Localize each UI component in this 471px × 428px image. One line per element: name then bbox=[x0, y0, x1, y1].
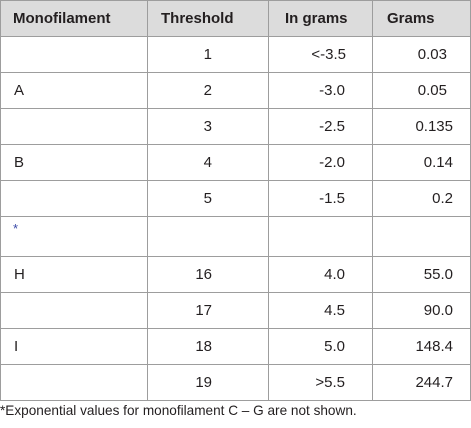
cell-threshold: 5 bbox=[147, 180, 269, 217]
cell-threshold: 19 bbox=[147, 364, 269, 401]
cell-monofilament bbox=[0, 36, 148, 73]
cell-threshold: 3 bbox=[147, 108, 269, 145]
cell-threshold: 1 bbox=[147, 36, 269, 73]
cell-threshold: 17 bbox=[147, 292, 269, 329]
cell-grams: 0.2 bbox=[372, 180, 471, 217]
cell-in-grams: 5.0 bbox=[268, 328, 373, 365]
header-in-grams: In grams bbox=[268, 0, 373, 37]
table-row: * bbox=[0, 216, 471, 257]
cell-grams: 0.135 bbox=[372, 108, 471, 145]
cell-in-grams: >5.5 bbox=[268, 364, 373, 401]
table-row: B 4 -2.0 0.14 bbox=[0, 144, 471, 181]
cell-in-grams: -1.5 bbox=[268, 180, 373, 217]
cell-monofilament: I bbox=[0, 328, 148, 365]
cell-monofilament bbox=[0, 292, 148, 329]
header-grams: Grams bbox=[372, 0, 471, 37]
table-row: 3 -2.5 0.135 bbox=[0, 108, 471, 145]
cell-grams: 0.05 bbox=[372, 72, 471, 109]
cell-monofilament: B bbox=[0, 144, 148, 181]
cell-in-grams: -3.0 bbox=[268, 72, 373, 109]
table-row: 17 4.5 90.0 bbox=[0, 292, 471, 329]
table-row: 1 <-3.5 0.03 bbox=[0, 36, 471, 73]
cell-monofilament bbox=[0, 108, 148, 145]
cell-grams: 90.0 bbox=[372, 292, 471, 329]
table-row: 19 >5.5 244.7 bbox=[0, 364, 471, 401]
cell-grams: 0.03 bbox=[372, 36, 471, 73]
table-row: I 18 5.0 148.4 bbox=[0, 328, 471, 365]
monofilament-table: Monofilament Threshold In grams Grams 1 … bbox=[0, 0, 471, 401]
cell-asterisk: * bbox=[0, 216, 148, 257]
cell-in-grams: 4.0 bbox=[268, 256, 373, 293]
cell-grams: 0.14 bbox=[372, 144, 471, 181]
table-row: H 16 4.0 55.0 bbox=[0, 256, 471, 293]
cell-grams: 148.4 bbox=[372, 328, 471, 365]
cell-grams: 244.7 bbox=[372, 364, 471, 401]
cell-threshold: 18 bbox=[147, 328, 269, 365]
table-footnote: *Exponential values for monofilament C –… bbox=[0, 403, 357, 418]
header-monofilament: Monofilament bbox=[0, 0, 148, 37]
cell-monofilament bbox=[0, 180, 148, 217]
cell-grams: 55.0 bbox=[372, 256, 471, 293]
cell-threshold bbox=[147, 216, 269, 257]
cell-in-grams: <-3.5 bbox=[268, 36, 373, 73]
table-row: 5 -1.5 0.2 bbox=[0, 180, 471, 217]
header-row: Monofilament Threshold In grams Grams bbox=[0, 0, 471, 37]
cell-in-grams: 4.5 bbox=[268, 292, 373, 329]
cell-in-grams: -2.5 bbox=[268, 108, 373, 145]
cell-grams bbox=[372, 216, 471, 257]
cell-monofilament: A bbox=[0, 72, 148, 109]
cell-monofilament bbox=[0, 364, 148, 401]
table-row: A 2 -3.0 0.05 bbox=[0, 72, 471, 109]
cell-threshold: 4 bbox=[147, 144, 269, 181]
cell-monofilament: H bbox=[0, 256, 148, 293]
cell-threshold: 16 bbox=[147, 256, 269, 293]
cell-in-grams bbox=[268, 216, 373, 257]
cell-threshold: 2 bbox=[147, 72, 269, 109]
cell-in-grams: -2.0 bbox=[268, 144, 373, 181]
header-threshold: Threshold bbox=[147, 0, 269, 37]
